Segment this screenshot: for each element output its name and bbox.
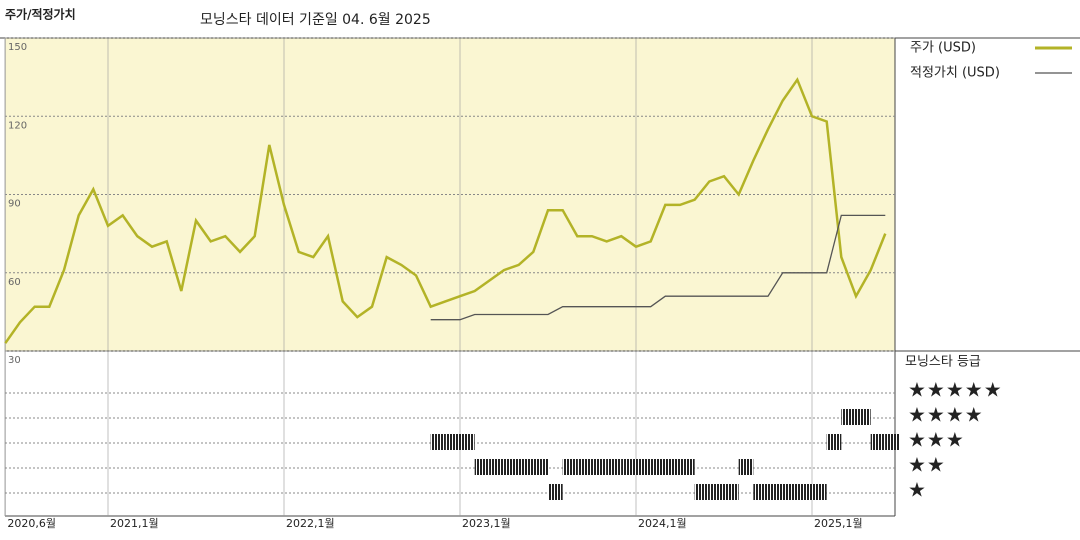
- rating-bar: [606, 459, 622, 475]
- rating-bar: [445, 434, 460, 450]
- rating-label: ★★★★★: [908, 378, 1003, 402]
- x-tick-label: 2025,1월: [814, 517, 863, 530]
- rating-bar: [782, 484, 798, 500]
- rating-label: ★★★★: [908, 403, 984, 427]
- rating-bar: [797, 484, 812, 500]
- rating-bar: [870, 434, 886, 450]
- x-tick-label: 2023,1월: [462, 517, 511, 530]
- rating-bar: [430, 434, 446, 450]
- rating-bar: [504, 459, 519, 475]
- rating-bar: [474, 459, 490, 475]
- rating-bar: [489, 459, 504, 475]
- x-tick-label: 2021,1월: [110, 517, 159, 530]
- rating-bar: [665, 459, 680, 475]
- legend-label: 주가 (USD): [910, 41, 976, 56]
- rating-bar: [680, 459, 695, 475]
- series-line: [4, 77, 887, 344]
- rating-bar: [694, 484, 710, 500]
- legend-label: 적정가치 (USD): [910, 66, 1000, 81]
- rating-bar: [841, 409, 856, 425]
- series-line: [430, 214, 886, 321]
- rating-bar: [592, 459, 607, 475]
- rating-bar: [621, 459, 636, 475]
- rating-bar: [812, 484, 827, 500]
- x-tick-label: 2020,6월: [7, 517, 56, 530]
- rating-bar: [709, 484, 724, 500]
- chart-title: 주가/적정가치: [5, 7, 76, 22]
- chart-subtitle: 모닝스타 데이터 기준일 04. 6월 2025: [200, 12, 431, 28]
- rating-bar: [577, 459, 592, 475]
- rating-bar: [548, 484, 563, 500]
- rating-bar: [826, 434, 842, 450]
- y-tick-label: 60: [8, 277, 21, 288]
- rating-bar: [885, 434, 900, 450]
- rating-bar: [724, 484, 739, 500]
- rating-bar: [460, 434, 475, 450]
- rating-label: ★★★: [908, 428, 965, 452]
- rating-bar: [533, 459, 548, 475]
- rating-bar: [636, 459, 651, 475]
- x-tick-label: 2022,1월: [286, 517, 335, 530]
- x-tick-label: 2024,1월: [638, 517, 687, 530]
- y-tick-label: 90: [8, 199, 21, 210]
- rating-label: ★★: [908, 453, 946, 477]
- rating-bar: [650, 459, 666, 475]
- rating-bar: [562, 459, 578, 475]
- rating-bar: [768, 484, 783, 500]
- rating-label: ★: [908, 478, 927, 502]
- rating-title: 모닝스타 등급: [905, 355, 981, 370]
- y-tick-label: 30: [8, 355, 21, 366]
- rating-bar: [753, 484, 768, 500]
- rating-bar: [518, 459, 534, 475]
- rating-bar: [738, 459, 754, 475]
- y-tick-label: 150: [8, 42, 27, 53]
- y-tick-label: 120: [8, 120, 27, 131]
- rating-bar: [856, 409, 871, 425]
